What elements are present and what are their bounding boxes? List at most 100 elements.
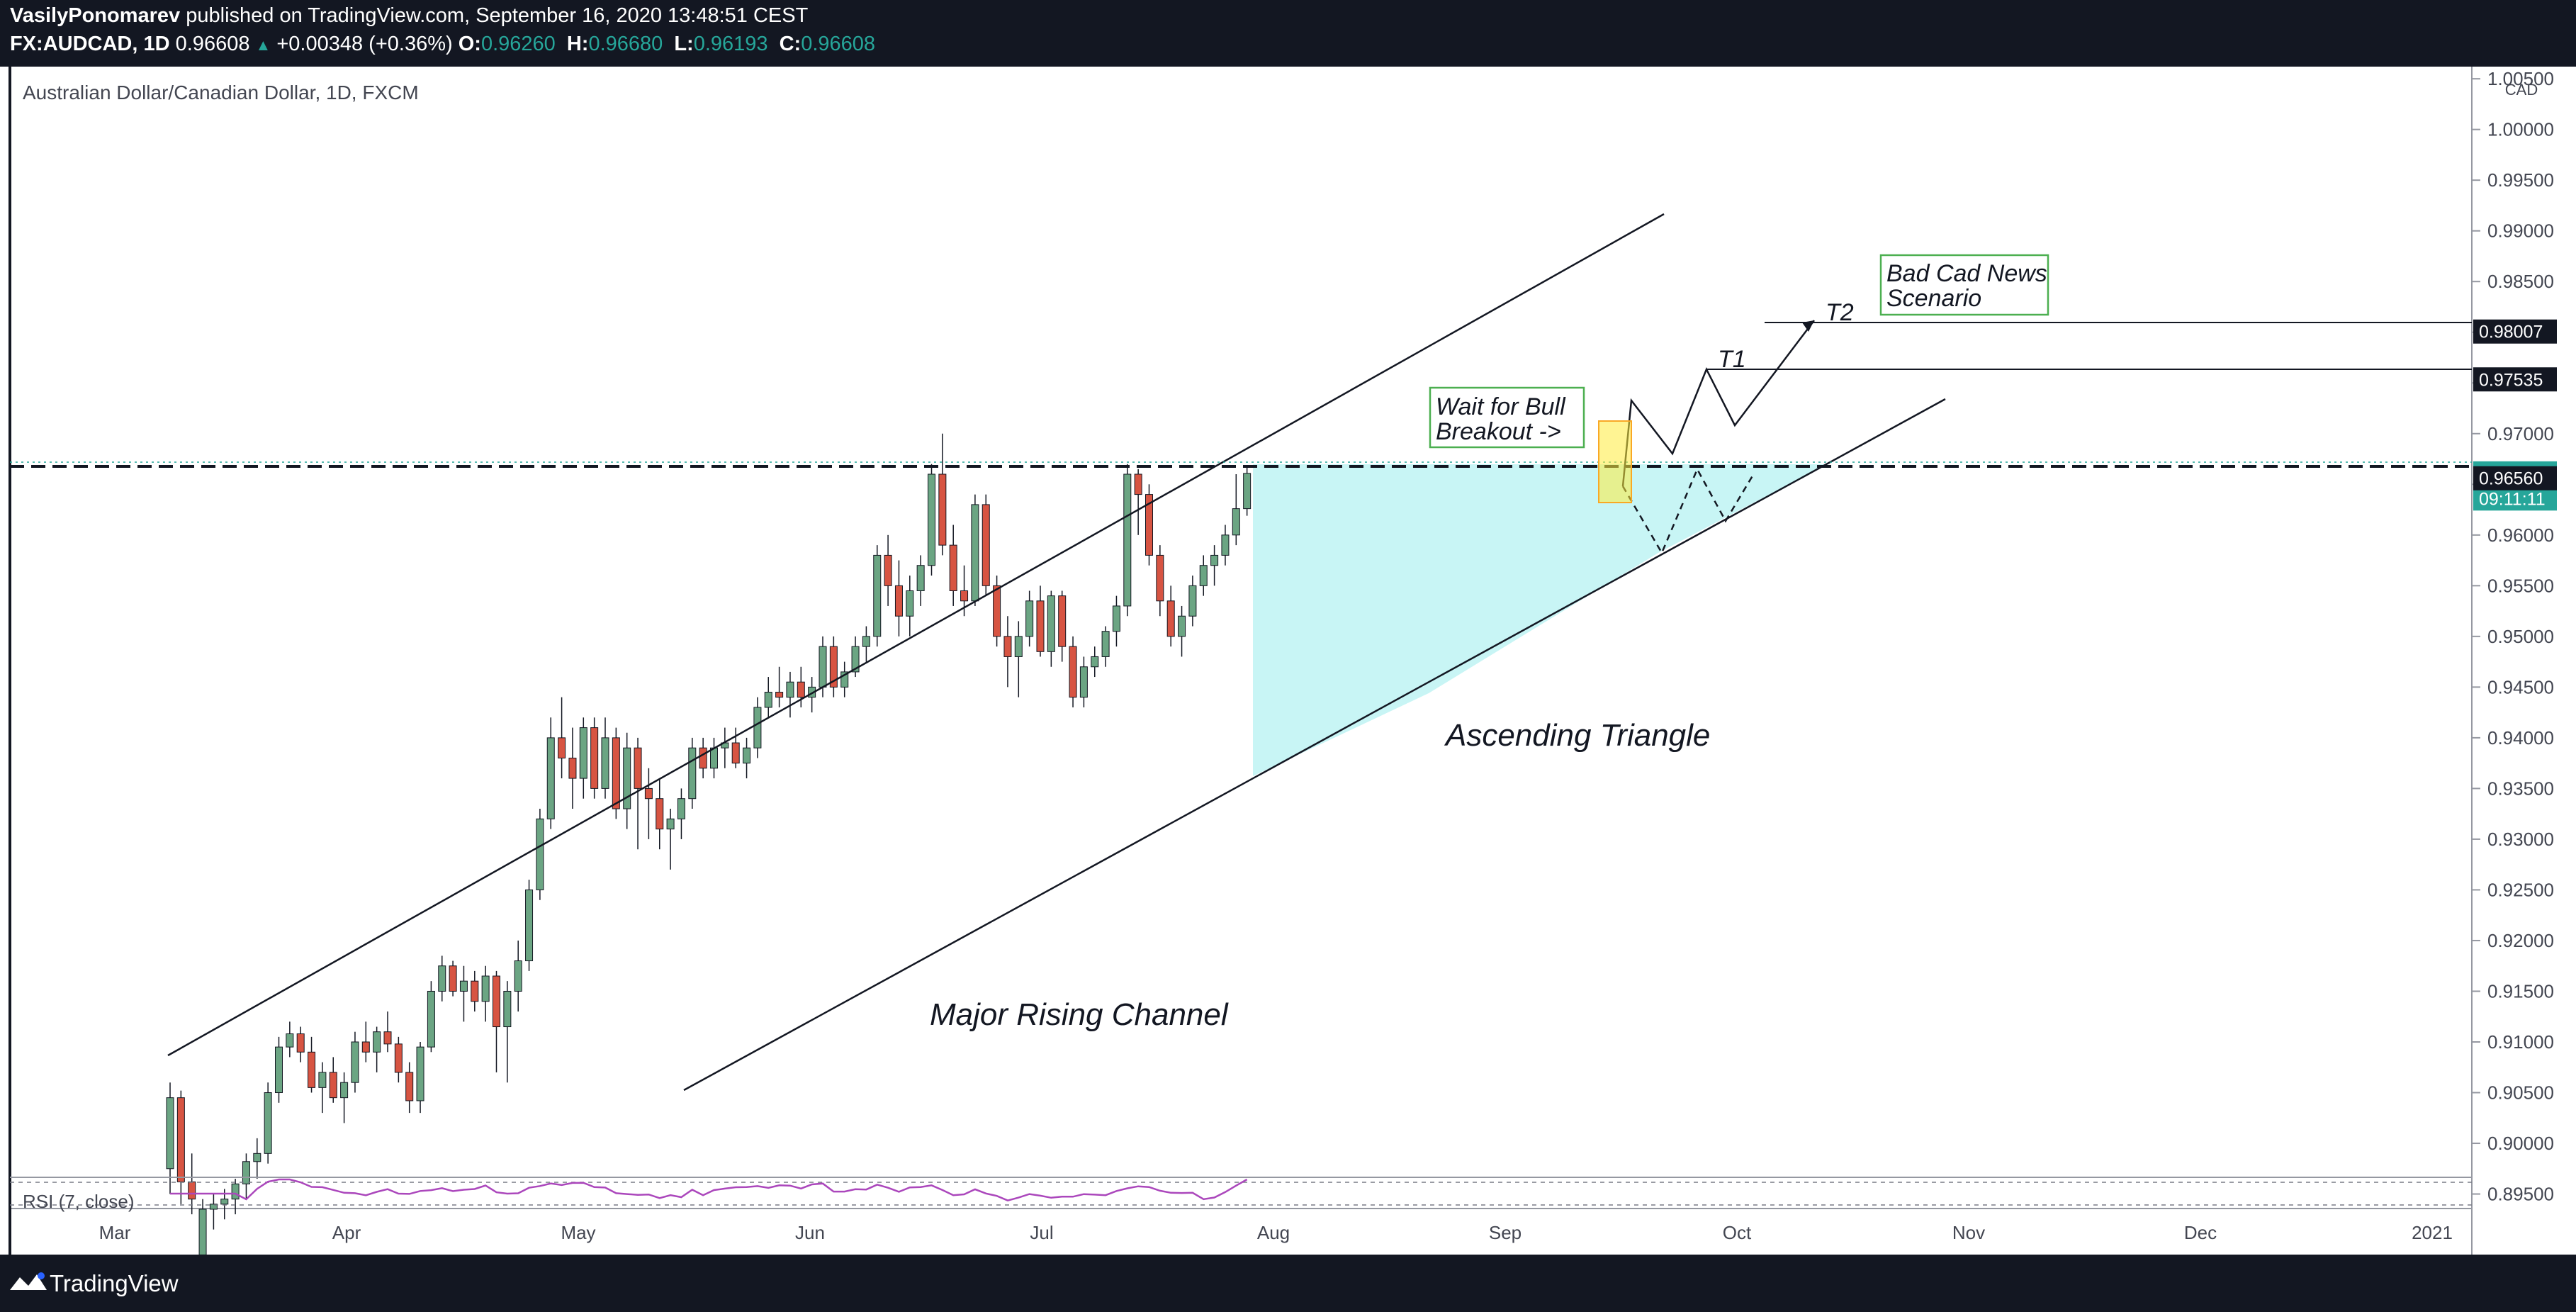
rsi-line xyxy=(170,1178,1248,1202)
candle-body xyxy=(1101,631,1110,657)
low-value: 0.96193 xyxy=(693,33,768,55)
candles-layer xyxy=(166,433,1252,1255)
wait-note-line1: Wait for Bull xyxy=(1436,393,1566,420)
candle-body xyxy=(623,747,631,809)
price-tick-label: 0.92500 xyxy=(2487,879,2554,900)
time-tick-label: Jul xyxy=(1030,1222,1053,1243)
price-tick-label: 0.93500 xyxy=(2487,778,2554,799)
price-tick-label: 0.99000 xyxy=(2487,220,2554,242)
time-tick-label: May xyxy=(561,1222,595,1243)
high-value: 0.96680 xyxy=(588,33,663,55)
price-tick-label: 0.94500 xyxy=(2487,676,2554,697)
tradingview-brand[interactable]: TradingView xyxy=(50,1270,179,1296)
time-tick-label: Aug xyxy=(1257,1222,1290,1243)
candle-body xyxy=(308,1051,316,1088)
candle-body xyxy=(242,1161,250,1184)
candle-body xyxy=(862,636,870,647)
price-axis[interactable] xyxy=(2472,67,2576,1255)
price-chart[interactable]: Wait for Bull Breakout -> Bad Cad News S… xyxy=(0,67,2576,1255)
time-tick-label: Oct xyxy=(1723,1222,1752,1243)
candle-body xyxy=(1025,600,1034,637)
candle-body xyxy=(1145,494,1153,556)
candle-body xyxy=(971,504,979,602)
candle-body xyxy=(1047,595,1055,652)
channel-upper-line xyxy=(167,213,1665,1057)
candle-body xyxy=(340,1082,349,1099)
symbol-ohlc: FX:AUDCAD, 1D 0.96608 ▲ +0.00348 (+0.36%… xyxy=(10,33,881,56)
wait-note-line2: Breakout -> xyxy=(1436,418,1561,445)
candle-body xyxy=(775,692,784,698)
time-ticks: Mar Apr May Jun Jul Aug Sep Oct Nov Dec 2021 xyxy=(99,1222,2453,1243)
candle-body xyxy=(873,554,882,637)
time-tick-label: 2021 xyxy=(2412,1222,2453,1243)
candle-body xyxy=(481,975,490,1002)
candle-body xyxy=(601,737,609,789)
chart-title: Australian Dollar/Canadian Dollar, 1D, F… xyxy=(23,82,419,103)
candle-body xyxy=(373,1031,381,1053)
time-tick-label: Sep xyxy=(1489,1222,1522,1243)
candle-body xyxy=(536,818,544,890)
candle-body xyxy=(982,504,990,586)
last-price: 0.96608 xyxy=(175,33,250,55)
candle-body xyxy=(546,737,555,819)
price-label-text: 0.98007 xyxy=(2479,323,2543,342)
close-value: 0.96608 xyxy=(801,33,876,55)
candle-body xyxy=(819,646,827,688)
close-label: C: xyxy=(779,33,802,55)
price-label-text: 09:11:11 xyxy=(2479,489,2546,509)
channel-label: Major Rising Channel xyxy=(930,997,1229,1032)
price-tick-label: 1.00500 xyxy=(2487,68,2554,89)
triangle-label: Ascending Triangle xyxy=(1444,718,1710,753)
author-name[interactable]: VasilyPonomarev xyxy=(10,4,181,27)
bad-cad-note-box[interactable] xyxy=(1879,254,2049,316)
price-label-bg xyxy=(2473,486,2557,511)
price-tick-label: 0.89500 xyxy=(2487,1184,2554,1205)
price-tick-label: 0.99500 xyxy=(2487,169,2554,191)
candle-body xyxy=(949,544,957,591)
symbol-label[interactable]: FX:AUDCAD, 1D xyxy=(10,33,170,55)
candle-body xyxy=(405,1072,414,1101)
up-triangle-icon: ▲ xyxy=(255,36,271,54)
candle-body xyxy=(916,565,925,591)
candle-body xyxy=(1134,473,1142,495)
footer-bar: TradingView xyxy=(0,1255,2576,1312)
candle-body xyxy=(1003,636,1012,657)
candle-body xyxy=(612,737,620,809)
candle-body xyxy=(960,590,969,602)
candle-body xyxy=(851,646,860,673)
candle-body xyxy=(666,818,675,830)
candle-body xyxy=(1036,600,1045,652)
price-label-text: 0.97535 xyxy=(2479,370,2543,390)
candle-body xyxy=(188,1181,196,1200)
candle-body xyxy=(634,747,642,789)
candle-body xyxy=(579,727,587,779)
candle-body xyxy=(198,1209,207,1255)
price-tick-label: 0.92000 xyxy=(2487,930,2554,951)
candle-body xyxy=(993,585,1001,637)
candle-body xyxy=(906,590,914,617)
price-tick-label: 0.97000 xyxy=(2487,423,2554,444)
candle-body xyxy=(928,473,935,566)
candle-body xyxy=(743,747,751,764)
candle-body xyxy=(840,671,849,688)
candle-body xyxy=(1014,636,1023,657)
publish-text: published on TradingView.com, September … xyxy=(186,4,809,27)
candle-body xyxy=(361,1041,370,1053)
candle-body xyxy=(829,646,838,688)
candle-body xyxy=(438,965,446,992)
candle-body xyxy=(1199,565,1208,586)
candle-body xyxy=(894,585,903,617)
candle-body xyxy=(1188,585,1197,617)
price-tick-label: 0.98500 xyxy=(2487,271,2554,292)
candle-body xyxy=(503,990,512,1028)
candle-body xyxy=(797,681,805,698)
candle-body xyxy=(1232,508,1240,536)
candle-body xyxy=(731,742,740,764)
candle-body xyxy=(558,737,566,758)
wait-note-box[interactable] xyxy=(1429,386,1585,449)
chart-header: VasilyPonomarev published on TradingView… xyxy=(0,0,2576,67)
tradingview-logo-icon[interactable] xyxy=(9,1269,48,1297)
price-tick-label: 0.93000 xyxy=(2487,829,2554,850)
price-tick-label: 0.91000 xyxy=(2487,1031,2554,1053)
